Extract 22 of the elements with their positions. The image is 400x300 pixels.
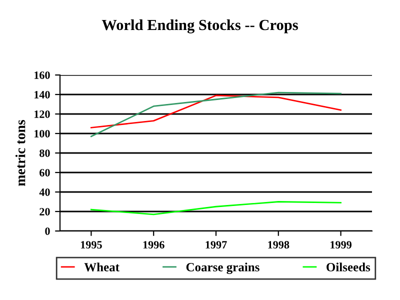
y-tick-label: 120 (34, 110, 50, 118)
legend-label: Wheat (84, 262, 120, 272)
line-series (90, 92, 342, 138)
y-tick-label: 140 (34, 90, 50, 98)
y-tick-label: 40 (39, 188, 50, 196)
line-series (90, 201, 342, 216)
chart-title: World Ending Stocks -- Crops (102, 19, 298, 34)
legend-label: Oilseeds (326, 262, 370, 272)
legend-label: Coarse grains (186, 262, 260, 274)
y-axis-title: metric tons (15, 120, 26, 186)
x-tick-label: 1999 (330, 241, 352, 249)
x-tick-label: 1996 (143, 241, 164, 249)
x-tick-label: 1998 (268, 241, 290, 249)
y-tick-label: 100 (34, 130, 50, 138)
y-tick-label: 20 (40, 208, 50, 216)
x-tick-label: 1997 (206, 241, 227, 249)
line-series (90, 94, 342, 128)
y-tick-label: 60 (40, 168, 50, 176)
x-tick-label: 1995 (80, 241, 102, 249)
y-tick-label: 0 (45, 227, 50, 235)
y-tick-label: 160 (34, 71, 50, 79)
y-tick-label: 80 (40, 149, 50, 157)
